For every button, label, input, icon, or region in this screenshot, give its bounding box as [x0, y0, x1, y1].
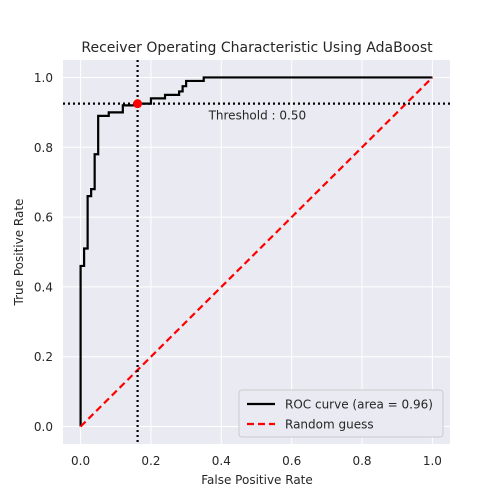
tick-labels: 0.0 0.2 0.4 0.6 0.8 1.0 0.0 0.2 0.4 0.6 0.8 1.0	[34, 71, 442, 468]
x-tick-label: 0.4	[212, 454, 231, 468]
threshold-marker	[133, 99, 143, 109]
x-tick-label: 0.6	[282, 454, 301, 468]
chart-title: Receiver Operating Characteristic Using …	[81, 40, 433, 56]
y-tick-label: 0.2	[34, 350, 53, 364]
threshold-layer: Threshold : 0.50	[63, 60, 450, 444]
y-axis-label: True Positive Rate	[12, 199, 26, 307]
legend-box	[238, 389, 444, 438]
x-tick-label: 0.0	[71, 454, 90, 468]
series-layer	[79, 76, 434, 428]
legend: ROC curve (area = 0.96) Random guess	[238, 389, 444, 438]
y-tick-label: 0.0	[34, 420, 53, 434]
roc-curve-line	[79, 76, 433, 427]
x-tick-label: 1.0	[423, 454, 442, 468]
y-tick-label: 0.8	[34, 141, 53, 155]
y-tick-label: 1.0	[34, 71, 53, 85]
x-axis-label: False Positive Rate	[201, 473, 313, 487]
legend-random-label: Random guess	[285, 418, 374, 432]
y-tick-label: 0.4	[34, 280, 53, 294]
threshold-label: Threshold : 0.50	[208, 109, 307, 123]
legend-roc-label: ROC curve (area = 0.96)	[285, 398, 433, 412]
random-guess-line	[79, 76, 434, 428]
x-tick-label: 0.2	[141, 454, 160, 468]
x-tick-label: 0.8	[352, 454, 371, 468]
y-tick-label: 0.6	[34, 211, 53, 225]
